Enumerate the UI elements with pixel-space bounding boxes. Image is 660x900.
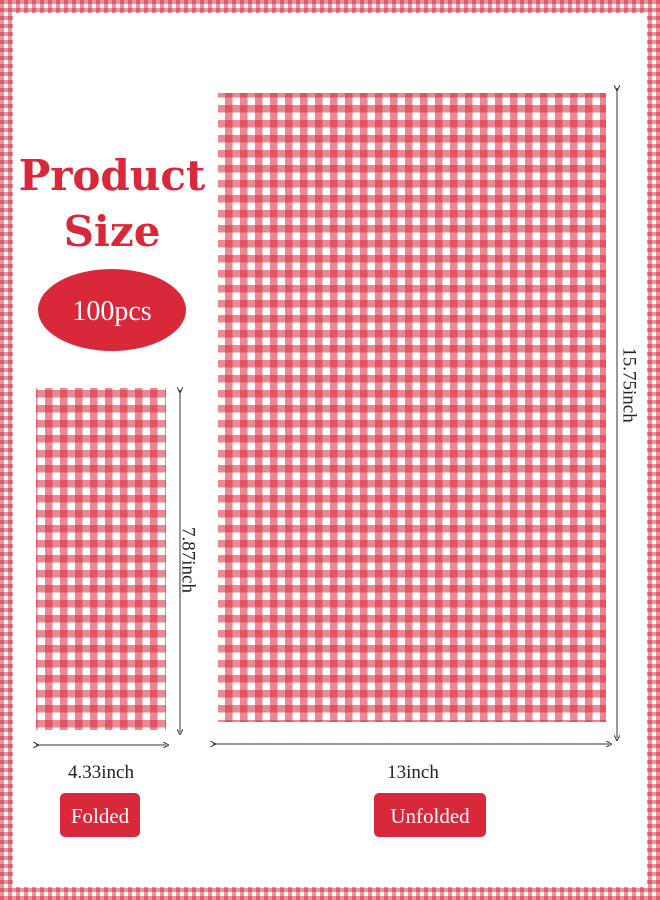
caption-badge: [60, 793, 140, 837]
caption-badge: [374, 793, 486, 837]
dimension-label: 7.87inch: [178, 527, 199, 593]
caption: Folded: [71, 804, 130, 828]
unfolded-napkin: [218, 93, 606, 722]
badge: [38, 269, 186, 351]
title-line: Size: [64, 207, 161, 256]
dimension-label: 13inch: [387, 762, 439, 783]
title-line: Product: [19, 151, 206, 200]
badge-text: 100pcs: [72, 296, 151, 327]
folded-napkin: [36, 388, 166, 730]
dimension-label: 15.75inch: [619, 347, 640, 423]
caption: Unfolded: [390, 804, 470, 828]
dimension-label: 4.33inch: [68, 762, 134, 783]
